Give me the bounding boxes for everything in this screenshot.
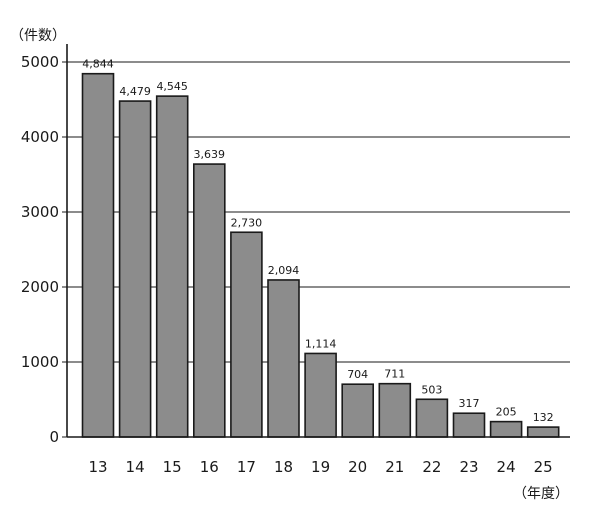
data-label-14: 4,479 xyxy=(119,85,151,98)
bar-15 xyxy=(155,95,189,438)
x-tick-label-13: 13 xyxy=(88,458,107,476)
y-tick-label: 5000 xyxy=(21,53,59,71)
bar-14 xyxy=(118,100,152,438)
bar-18 xyxy=(267,279,300,438)
x-tick-label-16: 16 xyxy=(200,458,219,476)
bar-23 xyxy=(452,412,486,438)
y-tick-label: 4000 xyxy=(21,128,59,146)
bar-20 xyxy=(341,383,375,438)
data-label-15: 4,545 xyxy=(156,80,188,93)
x-tick-label-25: 25 xyxy=(534,458,553,476)
data-label-24: 205 xyxy=(496,406,517,419)
y-tick-label: 1000 xyxy=(21,353,59,371)
y-axis-ticks: 0 1000 2000 3000 4000 5000 xyxy=(21,53,67,446)
data-label-25: 132 xyxy=(533,411,554,424)
x-tick-label-21: 21 xyxy=(385,458,404,476)
data-label-18: 2,094 xyxy=(268,264,300,277)
bar-19 xyxy=(304,352,337,438)
bar-17 xyxy=(230,231,263,438)
x-tick-label-19: 19 xyxy=(311,458,330,476)
bar-25 xyxy=(526,426,560,438)
data-label-17: 2,730 xyxy=(231,216,263,229)
bar-21 xyxy=(378,382,412,438)
data-label-13: 4,844 xyxy=(82,58,114,71)
bar-24 xyxy=(489,420,523,438)
x-tick-label-15: 15 xyxy=(163,458,182,476)
data-label-21: 711 xyxy=(384,368,405,381)
bar-13 xyxy=(81,72,115,438)
bar-22 xyxy=(415,398,449,438)
x-axis-unit: （年度） xyxy=(513,486,569,502)
x-tick-label-20: 20 xyxy=(348,458,367,476)
data-label-19: 1,114 xyxy=(305,337,337,350)
x-tick-label-18: 18 xyxy=(274,458,293,476)
x-tick-label-23: 23 xyxy=(459,458,478,476)
data-label-23: 317 xyxy=(459,397,480,410)
bar-16 xyxy=(193,163,226,438)
data-label-20: 704 xyxy=(347,368,368,381)
y-tick-label: 3000 xyxy=(21,203,59,221)
x-tick-label-22: 22 xyxy=(422,458,441,476)
data-label-16: 3,639 xyxy=(194,148,226,161)
y-tick-label: 0 xyxy=(49,428,59,446)
y-tick-label: 2000 xyxy=(21,278,59,296)
x-tick-label-14: 14 xyxy=(126,458,145,476)
bars xyxy=(81,72,560,438)
data-label-22: 503 xyxy=(421,383,442,396)
y-axis-unit: （件数） xyxy=(10,28,66,44)
x-axis-ticks: 13 14 15 16 17 18 19 20 21 22 23 24 25 xyxy=(88,458,552,476)
x-tick-label-17: 17 xyxy=(237,458,256,476)
x-tick-label-24: 24 xyxy=(497,458,516,476)
data-labels: 4,844 4,479 4,545 3,639 2,730 2,094 1,114 704 71… xyxy=(82,58,553,424)
